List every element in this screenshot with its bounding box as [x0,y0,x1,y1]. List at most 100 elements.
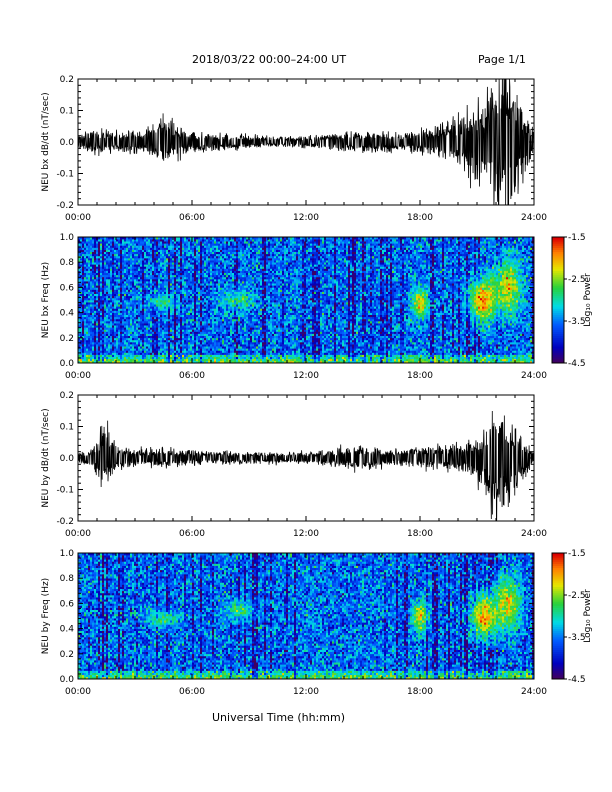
spectrogram-cell [448,355,450,357]
spectrogram-cell [212,340,214,342]
spectrogram-cell [206,340,208,342]
spectrogram-cell [244,346,246,348]
spectrogram-cell [302,338,304,340]
spectrogram-cell [384,338,386,340]
spectrogram-cell [378,359,380,361]
spectrogram-cell [298,355,300,357]
spectrogram-cell [100,340,102,342]
spectrogram-cell [256,338,258,340]
spectrogram-cell [360,340,362,342]
spectrogram-cell [402,359,404,361]
spectrogram-cell [96,336,98,338]
spectrogram-cell [454,353,456,355]
spectrogram-cell [240,336,242,338]
spectrogram-cell [248,355,250,357]
spectrogram-cell [446,350,448,352]
spectrogram-cell [378,348,380,350]
spectrogram-cell [490,340,492,342]
spectrogram-cell [440,359,442,361]
spectrogram-cell [102,336,104,338]
spectrogram-cell [234,355,236,357]
spectrogram-cell [290,359,292,361]
spectrogram-cell [386,344,388,346]
spectrogram-cell [358,346,360,348]
spectrogram-cell [474,340,476,342]
spectrogram-cell [174,357,176,359]
spectrogram-cell [356,355,358,357]
spectrogram-cell [250,355,252,357]
spectrogram-cell [508,344,510,346]
spectrogram-cell [464,355,466,357]
spectrogram-cell [352,338,354,340]
spectrogram-cell [404,350,406,352]
spectrogram-cell [180,342,182,344]
spectrogram-cell [320,344,322,346]
spectrogram-cell [340,357,342,359]
spectrogram-cell [174,344,176,346]
spectrogram-cell [260,342,262,344]
spectrogram-cell [164,348,166,350]
spectrogram-cell [214,359,216,361]
spectrogram-cell [280,357,282,359]
spectrogram-cell [332,338,334,340]
spectrogram-cell [178,348,180,350]
spectrogram-cell [288,342,290,344]
spectrogram-cell [316,355,318,357]
spectrogram-cell [182,340,184,342]
spectrogram-cell [136,338,138,340]
spectrogram-cell [240,355,242,357]
spectrogram-cell [114,355,116,357]
spectrogram-cell [192,338,194,340]
spectrogram-cell [442,344,444,346]
spectrogram-cell [158,342,160,344]
spectrogram-cell [180,348,182,350]
spectrogram-cell [326,348,328,350]
spectrogram-cell [494,342,496,344]
spectrogram-cell [348,350,350,352]
spectrogram-cell [472,340,474,342]
spectrogram-cell [480,342,482,344]
spectrogram-cell [264,350,266,352]
spectrogram-cell [404,348,406,350]
spectrogram-cell [188,357,190,359]
spectrogram-cell [102,357,104,359]
spectrogram-cell [484,342,486,344]
spectrogram-cell [134,348,136,350]
spectrogram-cell [452,340,454,342]
spectrogram-cell [138,342,140,344]
spectrogram-cell [240,340,242,342]
spectrogram-cell [464,359,466,361]
spectrogram-cell [190,338,192,340]
spectrogram-cell [296,359,298,361]
spectrogram-cell [198,353,200,355]
spectrogram-cell [434,353,436,355]
spectrogram-cell [90,338,92,340]
spectrogram-cell [516,350,518,352]
spectrogram-cell [382,344,384,346]
spectrogram-cell [180,357,182,359]
spectrogram-cell [120,336,122,338]
spectrogram-cell [356,346,358,348]
spectrogram-cell [338,359,340,361]
spectrogram-cell [366,357,368,359]
spectrogram-cell [420,350,422,352]
spectrogram-cell [370,355,372,357]
spectrogram-cell [186,340,188,342]
spectrogram-cell [150,348,152,350]
spectrogram-cell [300,346,302,348]
spectrogram-cell [212,342,214,344]
spectrogram-cell [422,338,424,340]
spectrogram-cell [106,357,108,359]
spectrogram-cell [298,336,300,338]
spectrogram-cell [154,346,156,348]
spectrogram-cell [198,359,200,361]
spectrogram-cell [140,348,142,350]
spectrogram-cell [386,348,388,350]
spectrogram-cell [506,338,508,340]
spectrogram-cell [260,340,262,342]
spectrogram-cell [516,338,518,340]
spectrogram-cell [484,359,486,361]
spectrogram-cell [216,346,218,348]
spectrogram-cell [368,346,370,348]
spectrogram-cell [302,350,304,352]
